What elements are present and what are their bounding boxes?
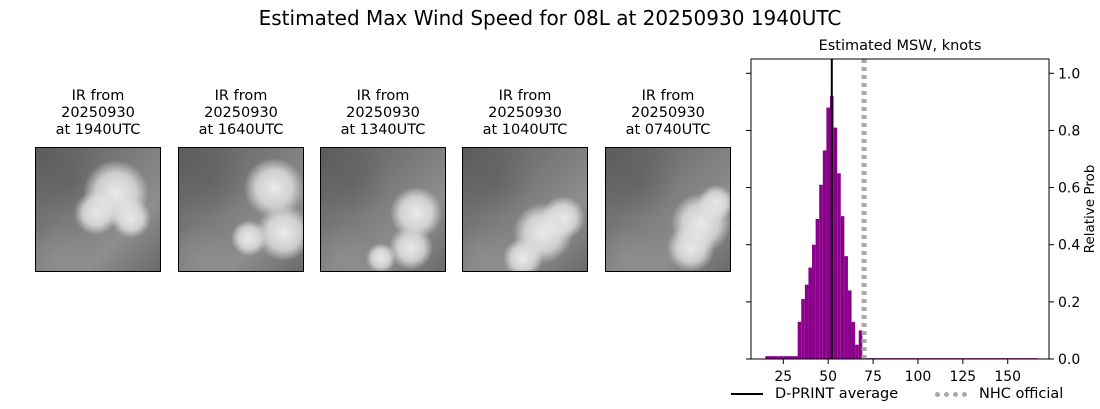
ir-satellite-image xyxy=(605,147,731,272)
ir-caption-line: IR from xyxy=(498,88,552,104)
y-axis-label: Relative Prob xyxy=(1082,165,1098,254)
legend-label-nhc: NHC official xyxy=(979,386,1064,402)
ir-caption-line: at 1640UTC xyxy=(198,122,284,138)
legend-item-nhc: NHC official xyxy=(935,386,1063,402)
ir-caption-line: at 1040UTC xyxy=(482,122,568,138)
y-tick-label: 1.0 xyxy=(1058,66,1080,82)
ir-caption-line: at 1940UTC xyxy=(55,122,141,138)
y-tick-label: 0.6 xyxy=(1058,181,1080,197)
histogram-bar xyxy=(855,344,859,359)
ir-panel-caption: IR from 20250930 at 1340UTC xyxy=(303,88,463,145)
ir-caption-line: 20250930 xyxy=(631,105,705,121)
chart-legend: D-PRINT average NHC official xyxy=(728,386,1100,408)
legend-solid-line-swatch xyxy=(731,393,763,395)
x-tick-label: 75 xyxy=(864,369,882,385)
ir-caption-line: IR from xyxy=(71,88,125,104)
plot-frame xyxy=(750,58,1050,360)
ir-satellite-image xyxy=(462,147,588,272)
ir-panel-caption: IR from 20250930 at 1640UTC xyxy=(161,88,321,145)
ir-caption-line: IR from xyxy=(356,88,410,104)
legend-item-dprint: D-PRINT average xyxy=(731,386,898,402)
y-tick-label: 0.2 xyxy=(1058,295,1080,311)
ir-panel-caption: IR from 20250930 at 1940UTC xyxy=(18,88,178,145)
ir-caption-line: 20250930 xyxy=(61,105,135,121)
histogram-bar xyxy=(786,356,791,359)
legend-label-dprint: D-PRINT average xyxy=(775,386,899,402)
histogram-bar xyxy=(783,356,787,359)
histogram-bar xyxy=(833,127,838,359)
y-tick-label: 0.0 xyxy=(1058,352,1080,368)
histogram-bar xyxy=(822,150,827,359)
y-tick-label: 0.4 xyxy=(1058,238,1080,254)
histogram-bar xyxy=(851,321,856,359)
ir-caption-line: 20250930 xyxy=(346,105,420,121)
ir-panel: IR from 20250930 at 1640UTC xyxy=(178,88,304,272)
histogram-bar xyxy=(768,356,773,359)
histogram-bar xyxy=(765,356,769,359)
ir-panel: IR from 20250930 at 0740UTC xyxy=(605,88,731,272)
ir-caption-line: 20250930 xyxy=(488,105,562,121)
histogram-bar xyxy=(790,356,795,359)
histogram-bar xyxy=(776,356,780,359)
histogram-bar xyxy=(794,356,798,359)
histogram-bar xyxy=(779,356,784,359)
histogram-bar xyxy=(847,290,852,359)
histogram-bar xyxy=(844,256,848,359)
ir-panel-caption: IR from 20250930 at 0740UTC xyxy=(588,88,748,145)
ir-caption-line: at 1340UTC xyxy=(340,122,426,138)
histogram-bar xyxy=(772,356,777,359)
y-tick-label: 0.8 xyxy=(1058,123,1080,139)
x-tick-label: 25 xyxy=(774,369,792,385)
histogram-bar xyxy=(840,216,845,359)
figure-title: Estimated Max Wind Speed for 08L at 2025… xyxy=(258,6,842,30)
ir-panel: IR from 20250930 at 1040UTC xyxy=(462,88,588,272)
histogram-bar xyxy=(797,321,802,359)
ir-caption-line: IR from xyxy=(641,88,695,104)
ir-panel-caption: IR from 20250930 at 1040UTC xyxy=(445,88,605,145)
ir-panel: IR from 20250930 at 1940UTC xyxy=(35,88,161,272)
histogram-bar xyxy=(837,173,841,359)
chart-title: Estimated MSW, knots xyxy=(819,38,982,54)
histogram-bar xyxy=(804,284,809,359)
histogram-bar xyxy=(801,299,805,359)
x-tick-label: 125 xyxy=(949,369,976,385)
ir-satellite-image xyxy=(178,147,304,272)
ir-caption-line: at 0740UTC xyxy=(625,122,711,138)
ir-caption-line: IR from xyxy=(214,88,268,104)
histogram-bar xyxy=(819,184,823,359)
histogram-bar xyxy=(815,219,820,359)
ir-satellite-image xyxy=(35,147,161,272)
histogram-bar xyxy=(826,107,830,359)
legend-dotted-line-swatch xyxy=(935,391,967,397)
histogram-bar xyxy=(812,244,816,359)
x-tick-label: 100 xyxy=(905,369,932,385)
histogram-bar xyxy=(808,267,813,359)
ir-caption-line: 20250930 xyxy=(204,105,278,121)
x-tick-label: 50 xyxy=(819,369,837,385)
ir-satellite-image xyxy=(320,147,446,272)
x-tick-label: 150 xyxy=(994,369,1021,385)
ir-panel: IR from 20250930 at 1340UTC xyxy=(320,88,446,272)
histogram-bar xyxy=(858,330,863,359)
